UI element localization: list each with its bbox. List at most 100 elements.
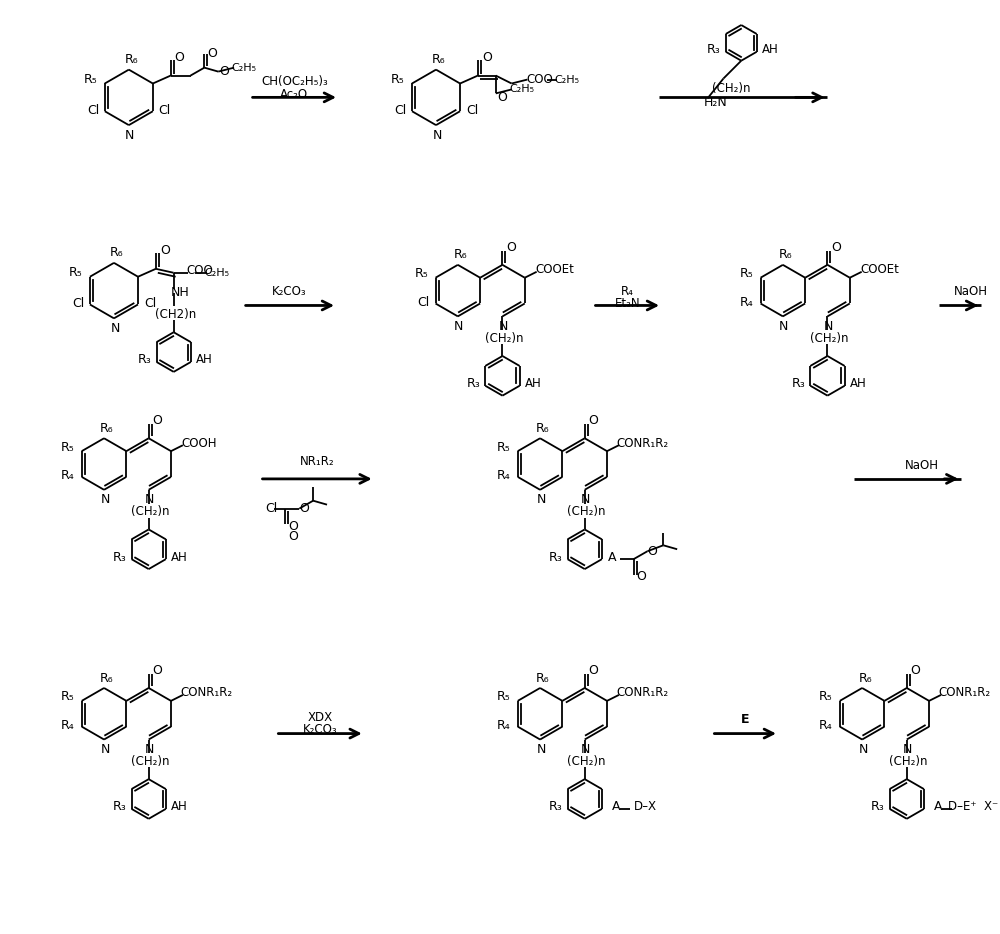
Text: O: O — [175, 51, 185, 64]
Text: R₄: R₄ — [61, 470, 75, 483]
Text: R₆: R₆ — [779, 248, 793, 262]
Text: AH: AH — [762, 43, 779, 56]
Text: CONR₁R₂: CONR₁R₂ — [181, 686, 233, 700]
Text: D–E⁺  X⁻: D–E⁺ X⁻ — [948, 800, 999, 814]
Text: R₃: R₃ — [113, 800, 126, 814]
Text: A: A — [608, 551, 616, 564]
Text: R₆: R₆ — [536, 672, 550, 685]
Text: R₅: R₅ — [61, 441, 75, 454]
Text: O: O — [637, 571, 646, 584]
Text: (CH₂)n: (CH₂)n — [889, 755, 928, 768]
Text: Cl: Cl — [394, 104, 406, 117]
Text: R₃: R₃ — [467, 377, 480, 390]
Text: R₆: R₆ — [110, 247, 124, 260]
Text: R₄: R₄ — [497, 470, 511, 483]
Text: E: E — [741, 714, 749, 727]
Text: K₂CO₃: K₂CO₃ — [303, 723, 337, 736]
Text: N: N — [779, 319, 789, 333]
Text: N: N — [432, 129, 442, 142]
Text: N: N — [903, 743, 912, 756]
Text: R₃: R₃ — [549, 800, 563, 814]
Text: O: O — [219, 65, 229, 78]
Text: CH(OC₂H₅)₃: CH(OC₂H₅)₃ — [261, 75, 328, 88]
Text: N: N — [110, 322, 120, 334]
Text: Ac₂O: Ac₂O — [280, 88, 308, 101]
Text: (CH2)n: (CH2)n — [155, 308, 196, 321]
Text: R₆: R₆ — [454, 248, 468, 262]
Text: COOH: COOH — [181, 437, 216, 449]
Text: R₆: R₆ — [100, 672, 114, 685]
Text: CONR₁R₂: CONR₁R₂ — [617, 437, 669, 449]
Text: NH: NH — [171, 286, 190, 299]
Text: O: O — [288, 530, 298, 543]
Text: N: N — [145, 493, 154, 506]
Text: Et₃N: Et₃N — [614, 297, 640, 310]
Text: R₅: R₅ — [69, 266, 83, 279]
Text: A: A — [934, 800, 942, 814]
Text: O: O — [647, 545, 657, 558]
Text: N: N — [145, 743, 154, 756]
Text: H₂N: H₂N — [704, 96, 727, 109]
Text: R₆: R₆ — [536, 422, 550, 435]
Text: R₅: R₅ — [415, 267, 429, 280]
Text: O: O — [498, 91, 508, 104]
Text: (CH₂)n: (CH₂)n — [131, 505, 170, 518]
Text: N: N — [536, 743, 546, 756]
Text: N: N — [100, 743, 110, 756]
Text: (CH₂)n: (CH₂)n — [810, 332, 849, 345]
Text: R₃: R₃ — [707, 43, 721, 56]
Text: O: O — [911, 664, 921, 676]
Text: R₄: R₄ — [819, 719, 833, 732]
Text: CONR₁R₂: CONR₁R₂ — [617, 686, 669, 700]
Text: N: N — [824, 319, 833, 333]
Text: N: N — [499, 319, 508, 333]
Text: C₂H₅: C₂H₅ — [555, 75, 580, 85]
Text: R₃: R₃ — [792, 377, 805, 390]
Text: CONR₁R₂: CONR₁R₂ — [939, 686, 991, 700]
Text: COO: COO — [186, 264, 213, 277]
Text: N: N — [100, 493, 110, 506]
Text: (CH₂)n: (CH₂)n — [567, 755, 606, 768]
Text: N: N — [858, 743, 868, 756]
Text: N: N — [125, 129, 135, 142]
Text: (CH₂)n: (CH₂)n — [485, 332, 524, 345]
Text: Cl: Cl — [144, 297, 156, 310]
Text: Cl: Cl — [417, 296, 430, 309]
Text: O: O — [482, 51, 492, 64]
Text: R₆: R₆ — [432, 53, 446, 66]
Text: COOEt: COOEt — [535, 263, 574, 276]
Text: R₄: R₄ — [621, 285, 634, 298]
Text: O: O — [153, 664, 163, 676]
Text: O: O — [831, 241, 841, 253]
Text: COO: COO — [526, 73, 553, 86]
Text: R₅: R₅ — [497, 690, 511, 703]
Text: O: O — [589, 664, 599, 676]
Text: Cl: Cl — [159, 104, 171, 117]
Text: R₅: R₅ — [84, 73, 98, 86]
Text: N: N — [581, 493, 590, 506]
Text: C₂H₅: C₂H₅ — [205, 268, 230, 277]
Text: R₆: R₆ — [858, 672, 872, 685]
Text: Cl: Cl — [72, 297, 84, 310]
Text: Cl: Cl — [87, 104, 99, 117]
Text: R₄: R₄ — [497, 719, 511, 732]
Text: Cl: Cl — [266, 502, 278, 516]
Text: AH: AH — [171, 551, 188, 564]
Text: R₃: R₃ — [113, 551, 126, 564]
Text: R₅: R₅ — [497, 441, 511, 454]
Text: AH: AH — [196, 353, 213, 366]
Text: O: O — [153, 414, 163, 427]
Text: R₅: R₅ — [61, 690, 75, 703]
Text: XDX: XDX — [308, 711, 333, 724]
Text: O: O — [299, 502, 309, 516]
Text: N: N — [581, 743, 590, 756]
Text: AH: AH — [525, 377, 542, 390]
Text: N: N — [454, 319, 464, 333]
Text: O: O — [506, 241, 516, 253]
Text: D–X: D–X — [634, 800, 657, 814]
Text: AH: AH — [171, 800, 188, 814]
Text: C₂H₅: C₂H₅ — [509, 84, 534, 94]
Text: R₅: R₅ — [819, 690, 833, 703]
Text: (CH₂)n: (CH₂)n — [712, 82, 751, 95]
Text: NR₁R₂: NR₁R₂ — [300, 455, 334, 468]
